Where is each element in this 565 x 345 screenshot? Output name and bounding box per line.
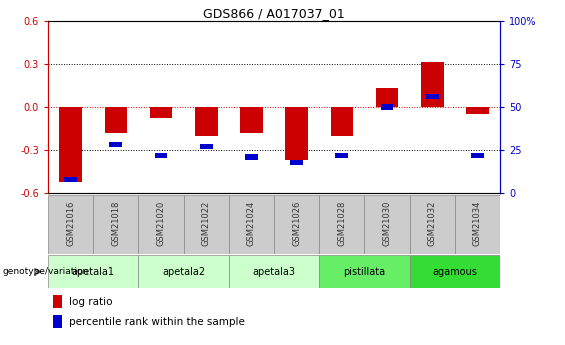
Bar — [336, 152, 348, 158]
Text: log ratio: log ratio — [69, 297, 113, 306]
Bar — [410, 195, 455, 254]
Bar — [410, 255, 500, 288]
Bar — [59, 107, 82, 182]
Bar — [64, 177, 77, 182]
Bar — [105, 107, 127, 133]
Bar — [155, 152, 167, 158]
Bar — [195, 107, 218, 136]
Title: GDS866 / A017037_01: GDS866 / A017037_01 — [203, 7, 345, 20]
Text: pistillata: pistillata — [344, 267, 385, 277]
Text: GSM21030: GSM21030 — [383, 200, 392, 246]
Bar — [48, 195, 93, 254]
Text: percentile rank within the sample: percentile rank within the sample — [69, 317, 245, 327]
Bar — [319, 255, 410, 288]
Bar — [229, 255, 319, 288]
Bar — [138, 255, 229, 288]
Bar — [48, 255, 138, 288]
Bar — [290, 159, 303, 165]
Bar — [245, 155, 258, 159]
Bar — [381, 104, 393, 110]
Bar — [471, 152, 484, 158]
Text: GSM21032: GSM21032 — [428, 200, 437, 246]
Text: GSM21024: GSM21024 — [247, 200, 256, 246]
Bar — [110, 142, 122, 148]
Bar — [455, 195, 500, 254]
Text: GSM21026: GSM21026 — [292, 200, 301, 246]
Text: apetala3: apetala3 — [253, 267, 295, 277]
Bar — [421, 62, 444, 107]
Bar — [274, 195, 319, 254]
Text: GSM21022: GSM21022 — [202, 200, 211, 246]
Bar — [319, 195, 364, 254]
Text: agamous: agamous — [432, 267, 477, 277]
Bar — [200, 144, 212, 149]
Text: apetala1: apetala1 — [72, 267, 115, 277]
Bar — [184, 195, 229, 254]
Text: genotype/variation: genotype/variation — [3, 267, 89, 276]
Bar — [138, 195, 184, 254]
Bar — [285, 107, 308, 160]
Bar — [93, 195, 138, 254]
Text: GSM21034: GSM21034 — [473, 200, 482, 246]
Text: GSM21020: GSM21020 — [157, 200, 166, 246]
Bar — [150, 107, 172, 118]
Bar — [376, 88, 398, 107]
Text: GSM21016: GSM21016 — [66, 200, 75, 246]
Bar — [53, 315, 63, 328]
Text: apetala2: apetala2 — [162, 267, 205, 277]
Text: GSM21018: GSM21018 — [111, 200, 120, 246]
Bar — [331, 107, 353, 136]
Bar — [426, 94, 438, 99]
Text: GSM21028: GSM21028 — [337, 200, 346, 246]
Bar — [53, 295, 63, 308]
Bar — [240, 107, 263, 133]
Bar — [466, 107, 489, 114]
Bar — [229, 195, 274, 254]
Bar — [364, 195, 410, 254]
